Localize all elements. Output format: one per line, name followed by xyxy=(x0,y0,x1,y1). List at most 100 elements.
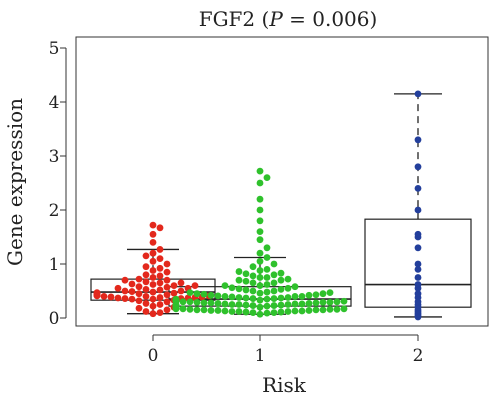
data-point xyxy=(121,287,129,295)
data-point xyxy=(149,288,157,296)
data-point xyxy=(149,310,157,318)
data-point xyxy=(186,298,194,306)
data-point xyxy=(242,308,250,316)
data-point xyxy=(142,300,150,307)
data-point xyxy=(235,268,243,275)
data-point xyxy=(128,280,136,288)
data-point xyxy=(284,284,292,292)
data-point xyxy=(149,295,157,303)
data-point xyxy=(312,306,320,314)
data-point xyxy=(149,257,157,265)
data-point xyxy=(414,244,422,252)
data-point xyxy=(326,298,334,306)
data-point xyxy=(242,301,250,309)
data-point xyxy=(135,297,143,305)
data-point xyxy=(263,288,271,296)
x-tick-label: 1 xyxy=(255,346,266,366)
x-tick-label: 0 xyxy=(148,346,159,366)
data-point xyxy=(193,306,201,314)
data-point xyxy=(93,289,101,297)
data-point xyxy=(156,246,164,253)
data-point xyxy=(263,266,271,273)
data-point xyxy=(270,279,278,287)
data-point xyxy=(149,249,157,257)
data-point xyxy=(263,274,271,281)
data-point xyxy=(263,244,271,252)
y-tick-label: 0 xyxy=(49,309,60,329)
data-point xyxy=(263,302,271,310)
data-point xyxy=(142,285,150,293)
data-point xyxy=(249,272,257,280)
data-point xyxy=(298,307,306,315)
data-point xyxy=(340,305,348,313)
y-tick-label: 4 xyxy=(49,93,60,113)
y-axis-title: Gene expression xyxy=(3,98,27,266)
data-point xyxy=(142,278,150,286)
data-point xyxy=(340,297,348,305)
data-point xyxy=(249,295,257,302)
data-point xyxy=(298,300,306,308)
data-point xyxy=(249,279,257,287)
data-point xyxy=(326,289,334,297)
data-point xyxy=(200,299,208,307)
data-point xyxy=(114,294,122,302)
data-point xyxy=(235,301,243,308)
data-point xyxy=(284,308,292,315)
data-point xyxy=(149,281,157,288)
data-point xyxy=(414,90,422,98)
data-point xyxy=(135,304,143,312)
y-tick-label: 3 xyxy=(49,147,60,167)
data-point xyxy=(249,263,257,271)
data-point xyxy=(249,302,257,309)
data-point xyxy=(414,260,422,268)
plot-frame xyxy=(75,36,489,327)
y-tick-label: 5 xyxy=(49,39,60,59)
data-point xyxy=(242,294,250,302)
data-point xyxy=(263,295,271,303)
data-point xyxy=(163,291,171,299)
data-point xyxy=(186,305,194,313)
data-point xyxy=(128,295,136,303)
data-point xyxy=(235,308,243,315)
data-point xyxy=(256,303,264,311)
y-tick-label: 2 xyxy=(49,201,60,221)
data-point xyxy=(156,272,164,280)
data-point xyxy=(256,274,264,281)
data-point xyxy=(142,271,150,279)
x-axis-title: Risk xyxy=(262,373,307,397)
data-point xyxy=(221,282,229,289)
data-point xyxy=(172,295,180,303)
data-point xyxy=(270,287,278,295)
data-point xyxy=(156,224,164,232)
data-point xyxy=(270,309,278,316)
data-point xyxy=(170,282,178,289)
data-point xyxy=(256,195,264,203)
data-point xyxy=(284,301,292,308)
data-point xyxy=(333,305,341,313)
data-point xyxy=(312,299,320,307)
data-point xyxy=(414,163,422,171)
x-tick-label: 2 xyxy=(413,346,424,366)
data-point xyxy=(326,305,334,313)
data-point xyxy=(156,255,164,262)
data-point xyxy=(114,284,122,292)
data-point xyxy=(200,290,208,298)
x-axis: 0 1 2 xyxy=(148,334,424,366)
data-point xyxy=(156,294,164,301)
data-point xyxy=(221,300,229,308)
data-point xyxy=(163,268,171,276)
data-point xyxy=(235,294,243,301)
data-point xyxy=(156,279,164,287)
data-point xyxy=(414,290,422,298)
data-point xyxy=(207,307,215,314)
data-point xyxy=(277,301,285,309)
data-point xyxy=(149,267,157,274)
data-point xyxy=(228,308,236,315)
data-point xyxy=(121,295,129,302)
data-point xyxy=(270,295,278,302)
data-point xyxy=(179,298,187,306)
data-point xyxy=(305,291,313,299)
data-point xyxy=(263,254,271,261)
data-point xyxy=(228,293,236,301)
data-point xyxy=(256,296,264,304)
